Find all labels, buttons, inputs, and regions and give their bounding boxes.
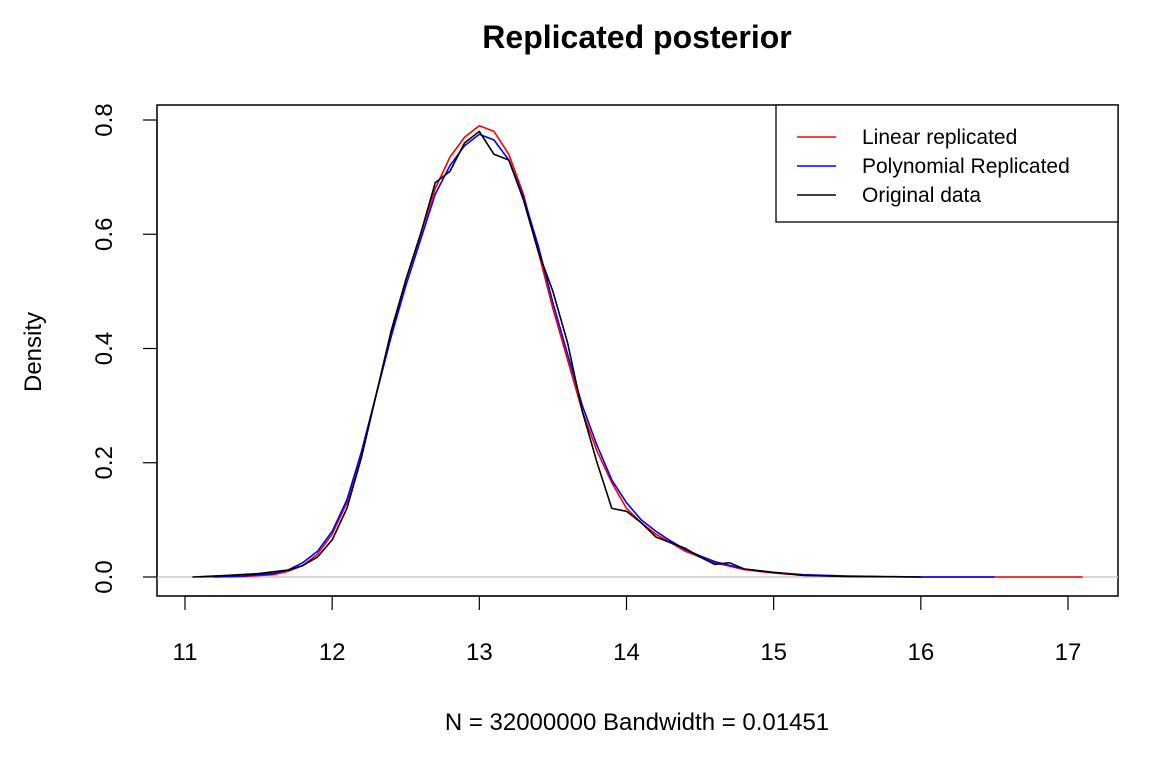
legend-label: Linear replicated [862, 126, 1017, 149]
y-tick-label: 0.2 [91, 446, 118, 479]
legend-label: Polynomial Replicated [862, 155, 1070, 178]
y-tick-label: 0.4 [91, 332, 118, 365]
x-tick-label: 11 [173, 639, 198, 666]
density-curves [192, 124, 1083, 578]
y-axis-ticks: 0.0 0.2 0.4 0.6 0.8 [91, 103, 157, 594]
x-tick-label: 17 [1055, 639, 1082, 666]
x-tick-label: 14 [613, 639, 640, 666]
x-axis-ticks: 11 12 13 14 15 16 17 [173, 596, 1082, 666]
y-tick-label: 0.8 [91, 103, 118, 136]
y-axis-label: Density [20, 312, 47, 392]
legend-label: Original data [862, 184, 981, 207]
x-tick-label: 13 [466, 639, 493, 666]
legend-box [775, 104, 1119, 223]
x-axis-label: N = 32000000 Bandwidth = 0.01451 [445, 709, 829, 736]
series-line-polynomial-replicated [214, 133, 995, 578]
x-tick-label: 15 [760, 639, 787, 666]
x-tick-label: 16 [907, 639, 934, 666]
y-tick-label: 0.0 [91, 560, 118, 593]
legend: Linear replicated Polynomial Replicated Or… [775, 104, 1119, 223]
legend-entries: Linear replicated Polynomial Replicated Or… [797, 126, 1070, 207]
chart-title: Replicated posterior [482, 19, 791, 55]
series-line-original-data [192, 130, 921, 578]
x-tick-label: 12 [319, 639, 346, 666]
y-tick-label: 0.6 [91, 218, 118, 251]
